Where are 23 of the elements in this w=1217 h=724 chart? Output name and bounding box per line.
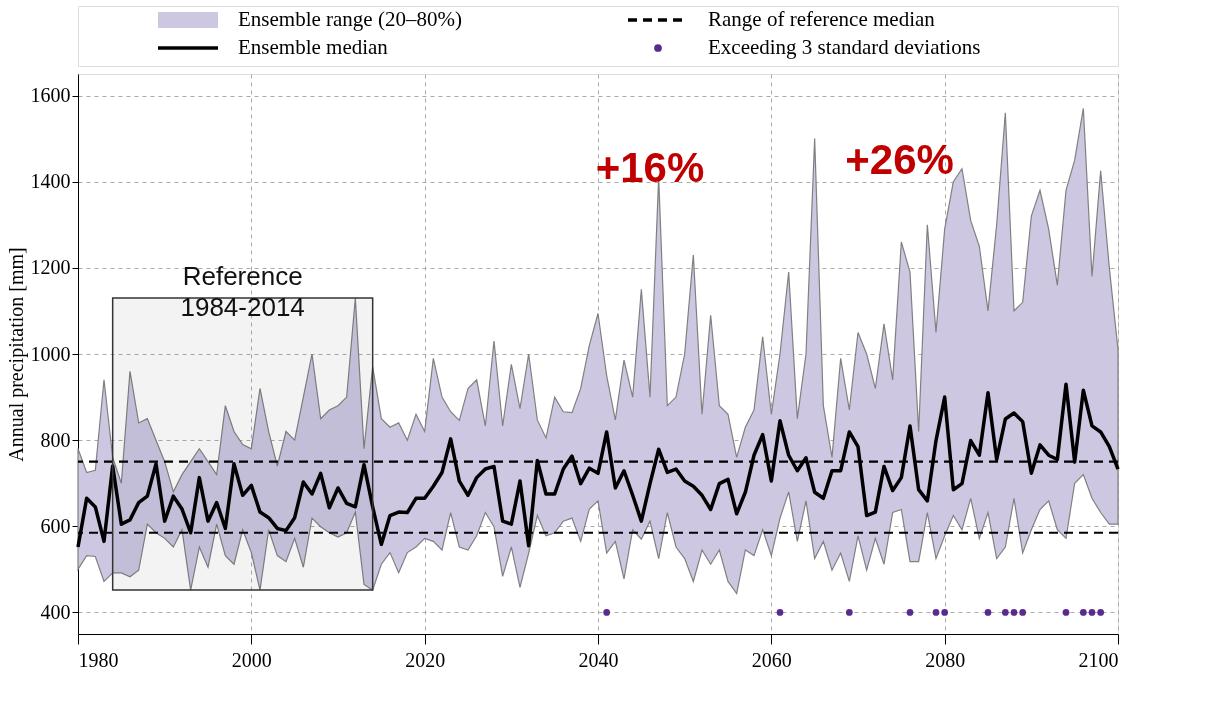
x-tick-label: 2060 xyxy=(751,648,792,671)
y-tick-label: 600 xyxy=(40,514,71,537)
text: Ensemble range (20–80%) xyxy=(238,7,462,31)
y-tick-label: 1000 xyxy=(30,342,71,365)
y-tick-label: 1600 xyxy=(30,84,71,107)
x-tick-label: 2000 xyxy=(231,648,272,671)
y-tick-label: 400 xyxy=(40,600,71,623)
annotation: +26% xyxy=(845,135,954,183)
legend-label: Exceeding 3 standard deviations xyxy=(708,35,981,59)
x-tick-label: 2040 xyxy=(578,648,619,671)
annotation: +16% xyxy=(595,144,705,192)
x-tick-label: 2020 xyxy=(405,648,446,671)
legend-label: Range of reference median xyxy=(708,7,936,31)
x-tick-label: 2080 xyxy=(925,648,966,671)
x-tick-label: 1980 xyxy=(78,648,119,671)
line-series xyxy=(76,382,1120,549)
y-tick-label: 1400 xyxy=(30,170,71,193)
x-tick-label: 2100 xyxy=(1078,648,1119,671)
y-tick-label: 1200 xyxy=(30,256,71,279)
band-label: Reference 1984-2014 xyxy=(180,261,305,322)
y-axis-title: Annual precipitation [mm] xyxy=(4,247,28,462)
legend-label: Ensemble median xyxy=(238,35,389,59)
y-tick-label: 800 xyxy=(40,428,71,451)
